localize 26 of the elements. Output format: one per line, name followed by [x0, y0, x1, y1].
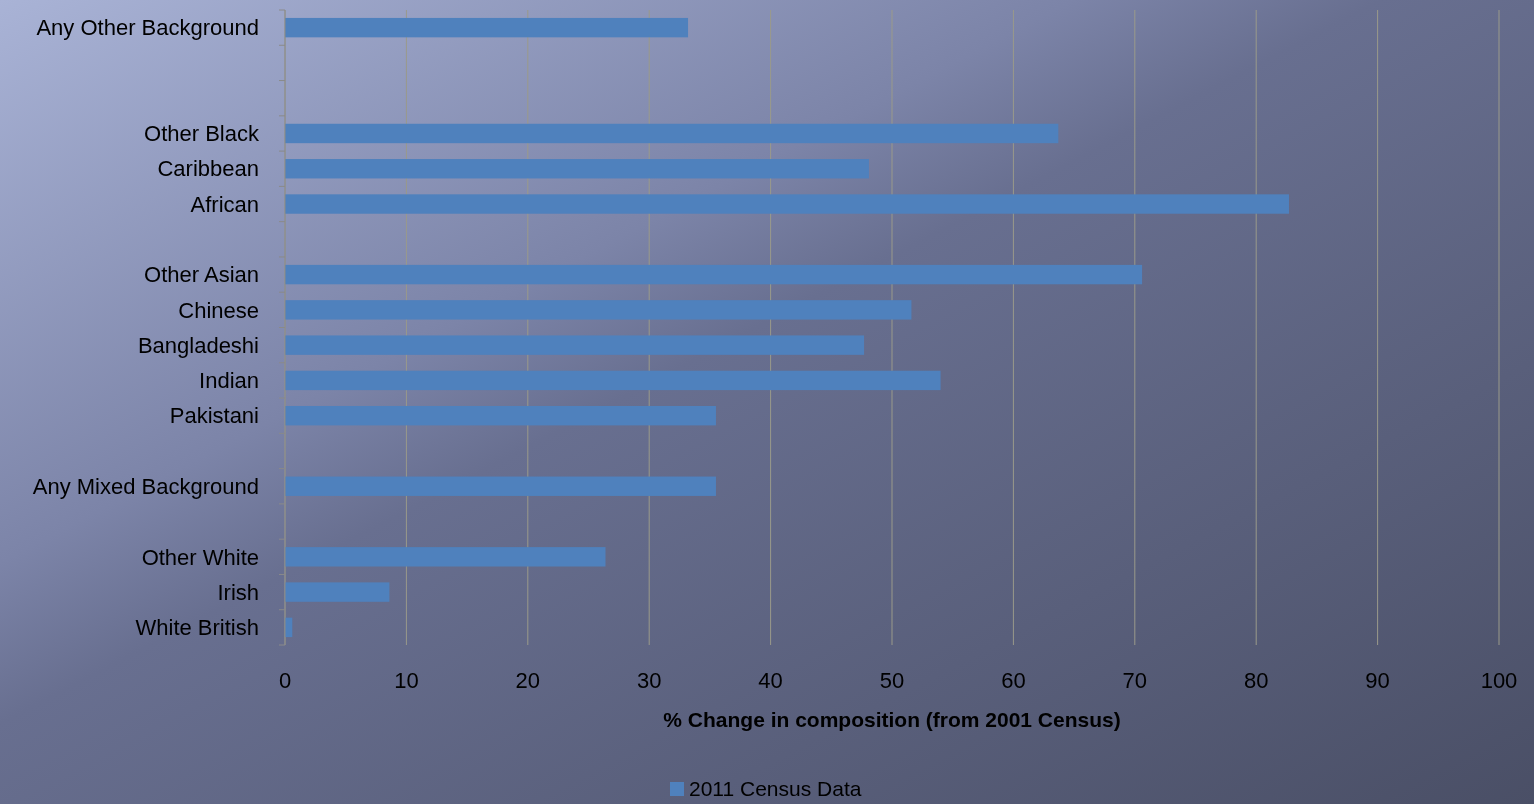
y-tick-label: Chinese: [178, 297, 259, 323]
x-tick-label: 60: [1001, 667, 1026, 693]
y-tick-label: Other Asian: [144, 262, 259, 288]
y-tick-label: Pakistani: [169, 403, 259, 429]
y-tick-label: Other Black: [144, 121, 260, 147]
x-tick-label: 20: [515, 667, 541, 693]
x-axis-title: % Change in composition (from 2001 Census): [663, 708, 1121, 732]
y-tick-label: White British: [135, 615, 259, 641]
x-tick-label: 50: [879, 667, 905, 693]
y-tick-label: Other White: [141, 544, 259, 570]
y-tick-label: Indian: [199, 368, 259, 394]
x-tick-label: 30: [636, 667, 662, 693]
y-tick-label: Caribbean: [157, 156, 259, 182]
x-tick-label: 70: [1122, 667, 1148, 693]
x-tick-label: 0: [278, 667, 292, 693]
x-tick-label: 40: [758, 667, 783, 693]
legend-label: 2011 Census Data: [689, 777, 862, 801]
y-tick-label: Irish: [217, 579, 259, 605]
x-tick-label: 100: [1480, 667, 1518, 693]
y-tick-label: Any Mixed Background: [32, 473, 259, 499]
y-tick-label: Bangladeshi: [137, 332, 259, 358]
y-tick-label: Any Other Background: [36, 15, 259, 41]
y-tick-label: African: [190, 191, 259, 217]
x-tick-label: 10: [394, 667, 419, 693]
x-tick-label: 80: [1243, 667, 1269, 693]
x-tick-label: 90: [1365, 667, 1390, 693]
